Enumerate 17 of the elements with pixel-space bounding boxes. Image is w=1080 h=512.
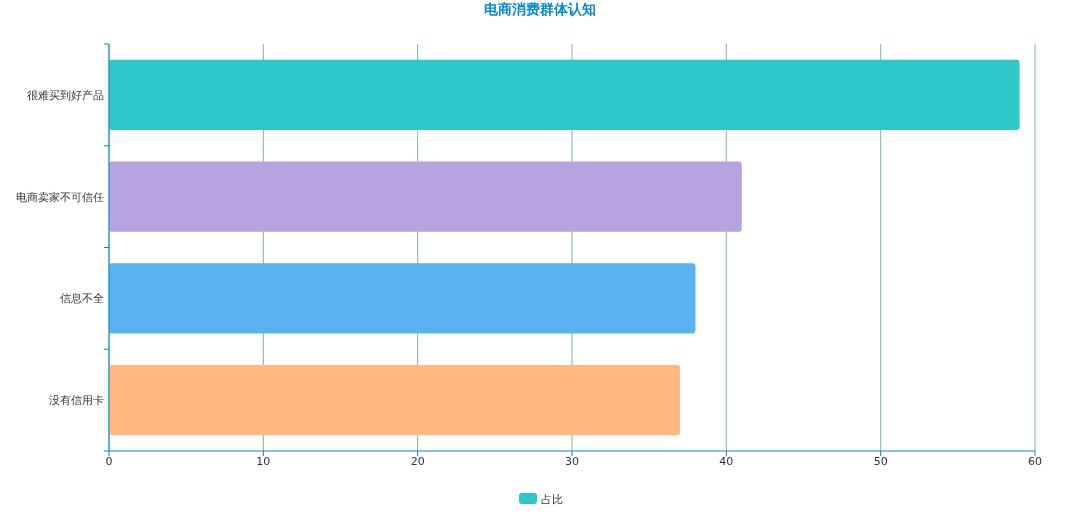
x-tick-label: 50 bbox=[873, 455, 888, 468]
x-tick-label: 40 bbox=[719, 455, 734, 468]
x-tick-label: 20 bbox=[410, 455, 425, 468]
x-tick-label: 10 bbox=[256, 455, 271, 468]
bar bbox=[109, 59, 1020, 130]
x-tick-label: 60 bbox=[1028, 455, 1042, 468]
bar bbox=[109, 365, 681, 436]
x-tick-label: 0 bbox=[105, 455, 113, 468]
bar bbox=[109, 161, 742, 232]
y-tick-label: 信息不全 bbox=[60, 292, 104, 306]
bar bbox=[109, 263, 696, 334]
y-tick-label: 电商卖家不可信任 bbox=[16, 190, 104, 204]
y-tick-label: 很难买到好产品 bbox=[27, 88, 104, 102]
chart-title: 电商消费群体认知 bbox=[484, 1, 596, 17]
x-tick-label: 30 bbox=[565, 455, 579, 468]
y-tick-label: 没有信用卡 bbox=[49, 394, 104, 408]
legend-label: 占比 bbox=[541, 493, 563, 506]
